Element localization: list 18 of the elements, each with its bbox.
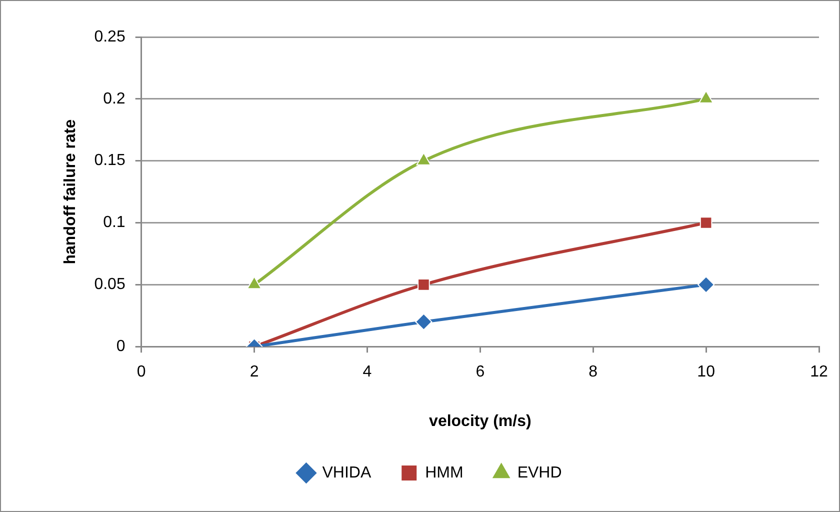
- x-tick-label: 12: [810, 364, 828, 381]
- x-tick-label: 6: [476, 364, 485, 381]
- legend-label: HMM: [425, 464, 464, 482]
- x-tick-label: 10: [697, 364, 716, 381]
- x-axis-title: velocity (m/s): [429, 412, 532, 430]
- y-tick-label: 0.1: [103, 214, 126, 232]
- x-tick-label: 8: [588, 364, 598, 381]
- y-tick-label: 0: [116, 338, 126, 356]
- x-tick-label: 2: [250, 364, 259, 381]
- y-tick-label: 0.2: [103, 90, 126, 108]
- y-tick-label: 0.15: [94, 152, 126, 170]
- legend-label: EVHD: [517, 464, 562, 482]
- x-tick-label: 4: [362, 364, 372, 381]
- legend-label: VHIDA: [322, 464, 372, 482]
- y-axis-title: handoff failure rate: [62, 119, 80, 264]
- y-tick-label: 0.25: [94, 28, 126, 46]
- y-tick-label: 0.05: [94, 276, 126, 294]
- x-tick-label: 0: [136, 364, 146, 381]
